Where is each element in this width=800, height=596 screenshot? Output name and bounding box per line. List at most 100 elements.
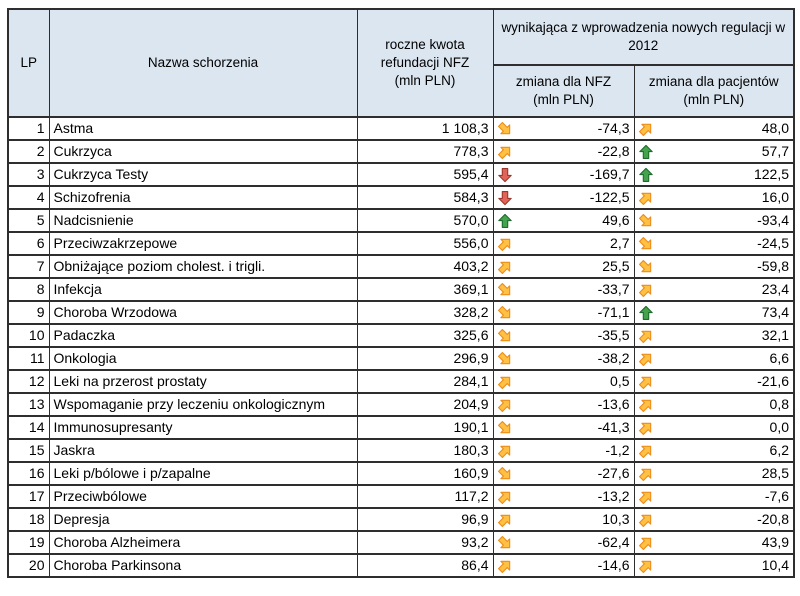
disease-name-cell: Choroba Parkinsona	[48, 553, 358, 578]
up-right-arrow-icon	[638, 121, 654, 137]
patients-change-value: 0,8	[769, 396, 790, 412]
down-right-arrow-icon	[638, 259, 654, 275]
table-row: 4 Schizofrenia 584,3 -122,5 16,0	[7, 185, 795, 210]
patients-change-value: 6,6	[769, 350, 790, 366]
down-right-arrow-icon	[638, 213, 654, 229]
table-row: 10 Padaczka 325,6 -35,5 32,1	[7, 323, 795, 348]
patients-change-cell: 0,8	[633, 392, 795, 417]
patients-change-value: 73,4	[761, 304, 790, 320]
patients-change-cell: 16,0	[633, 185, 795, 210]
patients-change-cell: 43,9	[633, 530, 795, 555]
nfz-change-header-line1: zmiana dla NFZ	[515, 73, 612, 89]
table-row: 7 Obniżające poziom cholest. i trigli. 403…	[7, 254, 795, 279]
patients-change-value: 43,9	[761, 534, 790, 550]
table-row: 6 Przeciwzakrzepowe 556,0 2,7 -24,5	[7, 231, 795, 256]
patients-change-cell: -93,4	[633, 208, 795, 233]
up-arrow-icon	[638, 305, 654, 321]
patients-change-value: 32,1	[761, 327, 790, 343]
table-row: 2 Cukrzyca 778,3 -22,8 57,7	[7, 139, 795, 164]
disease-name-cell: Onkologia	[48, 346, 358, 371]
up-right-arrow-icon	[497, 259, 513, 275]
table-row: 5 Nadcisnienie 570,0 49,6 -93,4	[7, 208, 795, 233]
patients-change-value: -24,5	[757, 235, 790, 251]
patients-change-value: 23,4	[761, 281, 790, 297]
refund-amount-cell: 328,2	[356, 300, 494, 325]
nfz-change-cell: 0,5	[492, 369, 635, 394]
col-header-disease: Nazwa schorzenia	[48, 8, 358, 118]
patients-change-cell: 6,2	[633, 438, 795, 463]
table-row: 15 Jaskra 180,3 -1,2 6,2	[7, 438, 795, 463]
table-row: 16 Leki p/bólowe i p/zapalne 160,9 -27,6 28,…	[7, 461, 795, 486]
patients-change-cell: -7,6	[633, 484, 795, 509]
nfz-change-cell: -122,5	[492, 185, 635, 210]
patients-change-header-unit: (mln PLN)	[683, 92, 745, 107]
patients-change-cell: 32,1	[633, 323, 795, 348]
nfz-change-value: 25,5	[602, 258, 630, 274]
nfz-change-cell: -35,5	[492, 323, 635, 348]
lp-cell: 3	[7, 162, 50, 187]
patients-change-value: -93,4	[757, 212, 790, 228]
disease-name-cell: Schizofrenia	[48, 185, 358, 210]
disease-name-cell: Choroba Alzheimera	[48, 530, 358, 555]
nfz-change-cell: -1,2	[492, 438, 635, 463]
patients-change-value: 10,4	[761, 557, 790, 573]
up-right-arrow-icon	[638, 443, 654, 459]
refund-amount-cell: 96,9	[356, 507, 494, 532]
nfz-change-value: -169,7	[589, 166, 630, 182]
patients-change-value: 57,7	[761, 143, 790, 159]
nfz-change-cell: -62,4	[492, 530, 635, 555]
patients-change-cell: 0,0	[633, 415, 795, 440]
col-header-regulation-group: wynikająca z wprowadzenia nowych regulac…	[492, 8, 795, 66]
refund-amount-cell: 369,1	[356, 277, 494, 302]
disease-name-cell: Astma	[48, 116, 358, 141]
patients-change-value: -21,6	[757, 373, 790, 389]
down-right-arrow-icon	[497, 305, 513, 321]
patients-change-header-line1: zmiana dla pacjentów	[648, 73, 779, 89]
refund-amount-cell: 93,2	[356, 530, 494, 555]
up-right-arrow-icon	[638, 190, 654, 206]
nfz-change-value: 0,5	[610, 373, 630, 389]
table-row: 9 Choroba Wrzodowa 328,2 -71,1 73,4	[7, 300, 795, 325]
disease-name-cell: Jaskra	[48, 438, 358, 463]
nfz-change-value: -38,2	[597, 350, 630, 366]
disease-name-cell: Obniżające poziom cholest. i trigli.	[48, 254, 358, 279]
down-right-arrow-icon	[497, 282, 513, 298]
table-row: 18 Depresja 96,9 10,3 -20,8	[7, 507, 795, 532]
nfz-change-value: -71,1	[597, 304, 630, 320]
refund-amount-cell: 778,3	[356, 139, 494, 164]
nfz-change-cell: -13,2	[492, 484, 635, 509]
disease-name-cell: Choroba Wrzodowa	[48, 300, 358, 325]
lp-cell: 4	[7, 185, 50, 210]
nfz-change-cell: 25,5	[492, 254, 635, 279]
disease-name-cell: Cukrzyca Testy	[48, 162, 358, 187]
down-right-arrow-icon	[497, 351, 513, 367]
up-right-arrow-icon	[638, 420, 654, 436]
patients-change-value: -7,6	[764, 488, 790, 504]
nfz-change-value: 49,6	[602, 212, 630, 228]
nfz-change-value: -22,8	[597, 143, 630, 159]
nfz-change-cell: -13,6	[492, 392, 635, 417]
refund-amount-cell: 86,4	[356, 553, 494, 578]
nfz-change-cell: -41,3	[492, 415, 635, 440]
up-right-arrow-icon	[497, 374, 513, 390]
up-right-arrow-icon	[638, 351, 654, 367]
disease-name-cell: Nadcisnienie	[48, 208, 358, 233]
patients-change-value: 28,5	[761, 465, 790, 481]
lp-cell: 13	[7, 392, 50, 417]
down-right-arrow-icon	[497, 535, 513, 551]
refund-amount-cell: 584,3	[356, 185, 494, 210]
disease-name-cell: Przeciwzakrzepowe	[48, 231, 358, 256]
up-right-arrow-icon	[638, 535, 654, 551]
disease-name-cell: Immunosupresanty	[48, 415, 358, 440]
refund-header-line2: refundacji NFZ	[380, 54, 470, 70]
col-header-lp: LP	[7, 8, 50, 118]
nfz-change-cell: 2,7	[492, 231, 635, 256]
up-right-arrow-icon	[497, 397, 513, 413]
refund-amount-cell: 595,4	[356, 162, 494, 187]
nfz-change-value: -74,3	[597, 120, 630, 136]
up-arrow-icon	[638, 167, 654, 183]
refund-amount-cell: 284,1	[356, 369, 494, 394]
nfz-change-cell: -22,8	[492, 139, 635, 164]
patients-change-value: 6,2	[769, 442, 790, 458]
